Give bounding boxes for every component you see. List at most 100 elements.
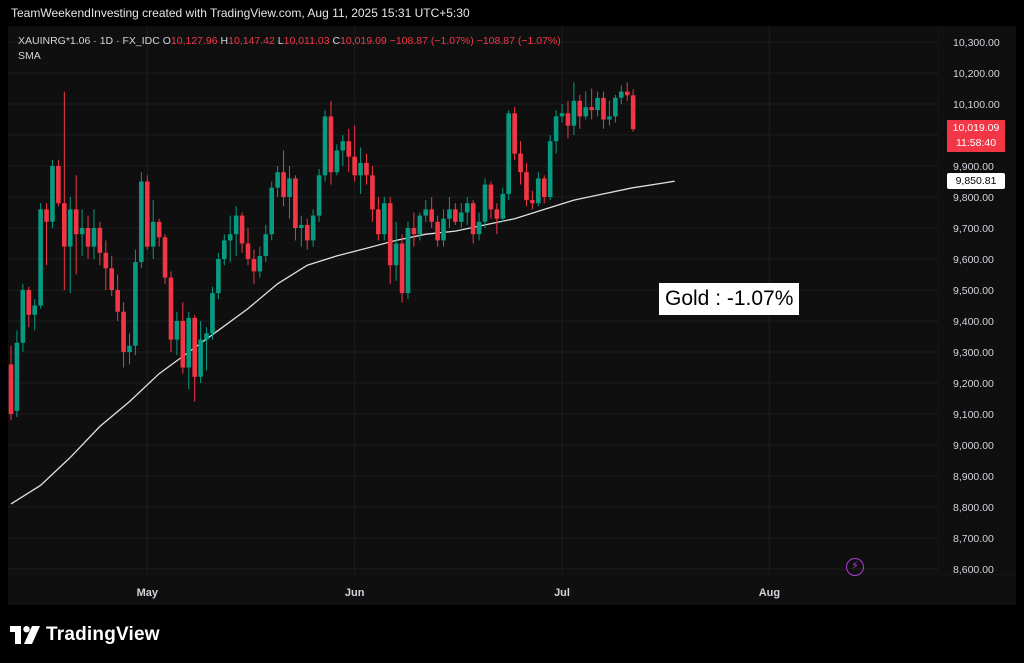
candle-body: [310, 215, 316, 241]
candle-body: [168, 277, 174, 340]
indicator-legend-sma[interactable]: SMA: [18, 50, 41, 62]
candle-body: [476, 221, 482, 235]
price-axis[interactable]: 10,300.0010,200.0010,100.0010,000.009,90…: [953, 37, 1000, 576]
candle-body: [541, 178, 547, 197]
change-value-2: −108.87 (−1.07%): [476, 35, 561, 47]
low-label: L: [277, 35, 284, 47]
candle-body: [26, 290, 32, 315]
candle-body: [204, 333, 209, 340]
price-tick-label: 8,700.00: [953, 533, 994, 545]
candle-body: [506, 113, 511, 194]
time-tick-label: Jul: [554, 587, 570, 599]
candle-body: [186, 317, 192, 368]
candle-body: [97, 228, 103, 253]
candle-body: [595, 97, 600, 111]
candle-body: [293, 178, 298, 228]
candle-body: [423, 209, 429, 216]
chart-credit-title: TeamWeekendInvesting created with Tradin…: [11, 6, 470, 20]
symbol-info[interactable]: XAUINRG*1.06 · 1D · FX_IDC: [18, 35, 160, 47]
price-tick-label: 8,600.00: [953, 564, 994, 576]
candle-body: [411, 228, 417, 235]
close-label: C: [332, 35, 341, 47]
last-price-tag: 10,019.09 11:58:40: [947, 120, 1005, 152]
candle-body: [210, 293, 215, 334]
price-tick-label: 10,200.00: [953, 68, 1000, 80]
candles: [8, 82, 636, 421]
candle-body: [405, 228, 411, 294]
candle-body: [601, 97, 606, 120]
candle-body: [216, 259, 221, 294]
price-tick-label: 10,100.00: [953, 99, 1000, 111]
candle-body: [56, 166, 61, 204]
candle-body: [393, 243, 399, 266]
candle-body: [370, 175, 375, 210]
price-tick-label: 8,900.00: [953, 471, 994, 483]
candle-body: [494, 209, 500, 219]
candle-body: [624, 91, 630, 96]
open-label: O: [162, 35, 171, 47]
sma-series-line: [10, 180, 675, 505]
sma-line: [10, 180, 675, 505]
open-value: 10,127.96: [170, 35, 218, 47]
candle-body: [44, 209, 49, 222]
candle-body: [470, 203, 476, 235]
candle-body: [156, 221, 162, 238]
candle-body: [364, 162, 369, 176]
header-bar: TeamWeekendInvesting created with Tradin…: [0, 0, 1024, 26]
grid-lines: [8, 26, 1016, 575]
candle-body: [500, 193, 506, 219]
time-tick-label: Aug: [759, 587, 780, 599]
candle-body: [518, 153, 523, 173]
candle-body: [340, 141, 346, 151]
tradingview-logo-icon: [10, 626, 40, 644]
candle-body: [589, 107, 594, 111]
candle-body: [245, 243, 251, 259]
candle-body: [239, 215, 245, 244]
candle-body: [429, 209, 434, 222]
price-tick-label: 10,300.00: [953, 37, 1000, 49]
candle-body: [417, 215, 423, 235]
gold-change-annotation: Gold : -1.07%: [659, 283, 800, 315]
sma-value-tag: 9,850.81: [947, 173, 1005, 189]
price-tick-label: 9,000.00: [953, 440, 994, 452]
change-value: −108.87 (−1.07%): [389, 35, 474, 47]
time-axis[interactable]: May Jun Jul Aug: [137, 587, 781, 599]
symbol-legend[interactable]: XAUINRG*1.06 · 1D · FX_IDC O10,127.96 H1…: [18, 34, 561, 48]
price-tick-label: 9,300.00: [953, 347, 994, 359]
candle-body: [180, 321, 186, 368]
candle-body: [150, 221, 156, 247]
candle-body: [73, 209, 79, 235]
candle-body: [115, 290, 120, 312]
candle-body: [14, 342, 20, 411]
footer-branding: TradingView: [10, 622, 160, 648]
candle-body: [251, 259, 257, 272]
candle-body: [287, 178, 292, 197]
candle-body: [109, 268, 115, 290]
lightning-bolt-icon[interactable]: ⚡︎: [846, 558, 864, 576]
candle-body: [281, 172, 286, 197]
chart-area[interactable]: [8, 26, 1016, 605]
price-tick-label: 9,100.00: [953, 409, 994, 421]
candle-body: [435, 221, 440, 241]
tradingview-brand: TradingView: [46, 624, 160, 645]
candlestick-chart[interactable]: 10,300.0010,200.0010,100.0010,000.009,90…: [8, 26, 1016, 605]
price-tick-label: 9,600.00: [953, 254, 994, 266]
candle-body: [488, 184, 494, 210]
time-tick-label: Jun: [345, 587, 365, 599]
low-value: 10,011.03: [283, 35, 330, 47]
last-price-value: 10,019.09: [952, 122, 1000, 134]
candle-body: [536, 178, 541, 204]
candle-body: [453, 209, 458, 222]
candle-body: [233, 215, 239, 235]
candle-body: [553, 116, 559, 142]
candle-body: [38, 209, 43, 306]
price-tick-label: 9,700.00: [953, 223, 994, 235]
candle-body: [559, 113, 565, 117]
candle-body: [103, 252, 109, 269]
candle-body: [269, 187, 274, 235]
candle-body: [174, 321, 180, 340]
candle-body: [547, 141, 553, 197]
price-tick-label: 9,500.00: [953, 285, 994, 297]
bar-countdown: 11:58:40: [955, 137, 997, 149]
candle-body: [91, 228, 97, 247]
